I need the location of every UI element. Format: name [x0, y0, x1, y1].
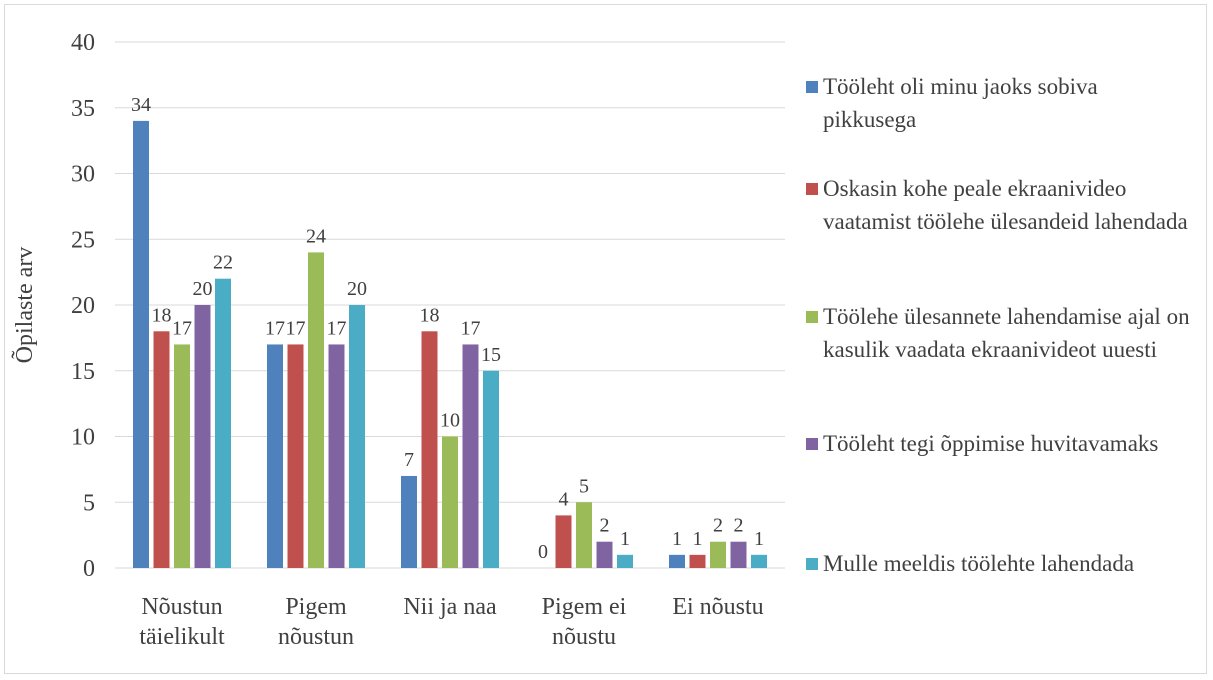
legend-swatch: [806, 438, 818, 450]
data-label: 20: [193, 278, 213, 300]
y-tick-label: 20: [71, 293, 95, 319]
bar: [555, 515, 572, 568]
data-label: 1: [620, 528, 630, 550]
bar: [133, 120, 149, 569]
legend-entry: Töölehe ülesannete lahendamise ajal on k…: [806, 300, 1196, 366]
data-label: 18: [152, 304, 172, 326]
legend-label: Tööleht oli minu jaoks sobiva pikkusega: [823, 74, 1098, 132]
data-label: 2: [734, 515, 744, 537]
data-label: 20: [347, 278, 367, 300]
x-tick-label: Ei nõustu: [672, 594, 764, 620]
data-label: 5: [579, 475, 589, 497]
data-label: 17: [327, 317, 347, 339]
y-axis-label: Õpilaste arv: [11, 247, 38, 364]
chart-frame: [4, 4, 1207, 674]
data-label: 17: [265, 317, 285, 339]
y-tick-label: 15: [71, 359, 95, 385]
x-tick-label: Nii ja naa: [403, 594, 497, 620]
legend-swatch: [806, 183, 818, 195]
legend-entry: Tööleht oli minu jaoks sobiva pikkusega: [806, 70, 1196, 136]
data-label: 1: [754, 528, 764, 550]
bar: [617, 554, 633, 568]
bar: [421, 331, 438, 568]
legend-label: Oskasin kohe peale ekraanivideo vaatamis…: [823, 176, 1188, 234]
bar: [442, 436, 458, 568]
bar: [710, 541, 726, 568]
data-label: 1: [672, 528, 682, 550]
data-label: 17: [286, 317, 306, 339]
bar: [328, 344, 345, 568]
bar: [669, 554, 685, 568]
legend-entry: Mulle meeldis töölehte lahendada: [806, 547, 1196, 580]
data-label: 10: [440, 410, 460, 432]
legend-entry: Oskasin kohe peale ekraanivideo vaatamis…: [806, 172, 1196, 238]
data-label: 15: [481, 344, 501, 366]
legend-swatch: [806, 81, 818, 93]
y-tick-label: 5: [83, 490, 95, 516]
data-label: 34: [131, 94, 151, 116]
bar: [401, 475, 417, 568]
data-label: 0: [538, 541, 548, 563]
legend-label: Tööleht tegi õppimise huvitavamaks: [823, 431, 1159, 456]
bar: [194, 305, 211, 568]
data-label: 18: [420, 304, 440, 326]
data-label: 17: [461, 317, 481, 339]
bar: [576, 502, 592, 568]
y-tick-label: 30: [71, 162, 95, 188]
y-tick-label: 35: [71, 96, 95, 122]
legend-swatch: [806, 311, 818, 323]
legend-swatch: [806, 558, 818, 570]
bar: [153, 331, 170, 568]
bar: [730, 541, 747, 568]
data-label: 2: [600, 515, 610, 537]
data-label: 17: [172, 317, 192, 339]
bar: [349, 305, 365, 568]
bar: [462, 344, 479, 568]
data-label: 24: [306, 225, 326, 247]
data-label: 1: [693, 528, 703, 550]
legend-label: Mulle meeldis töölehte lahendada: [823, 551, 1135, 576]
data-label: 2: [713, 515, 723, 537]
bar: [287, 344, 304, 568]
data-label: 4: [559, 488, 569, 510]
x-tick-label: Pigem ei nõustu: [541, 594, 627, 650]
bar: [267, 344, 283, 568]
bar: [596, 541, 613, 568]
bar: [751, 554, 767, 568]
bar: [483, 370, 499, 568]
data-label: 7: [404, 449, 414, 471]
legend-label: Töölehe ülesannete lahendamise ajal on k…: [823, 304, 1190, 362]
bar: [308, 252, 324, 568]
y-tick-label: 25: [71, 227, 95, 253]
data-label: 22: [213, 252, 233, 274]
bar: [215, 278, 231, 568]
y-tick-label: 40: [71, 30, 95, 56]
legend-entry: Tööleht tegi õppimise huvitavamaks: [806, 427, 1196, 460]
y-tick-label: 10: [71, 425, 95, 451]
x-tick-label: Nõustun täielikult: [139, 594, 225, 650]
y-tick-label: 0: [83, 556, 95, 582]
bar: [689, 554, 706, 568]
x-tick-label: Pigem nõustun: [277, 594, 354, 650]
bar: [174, 344, 190, 568]
